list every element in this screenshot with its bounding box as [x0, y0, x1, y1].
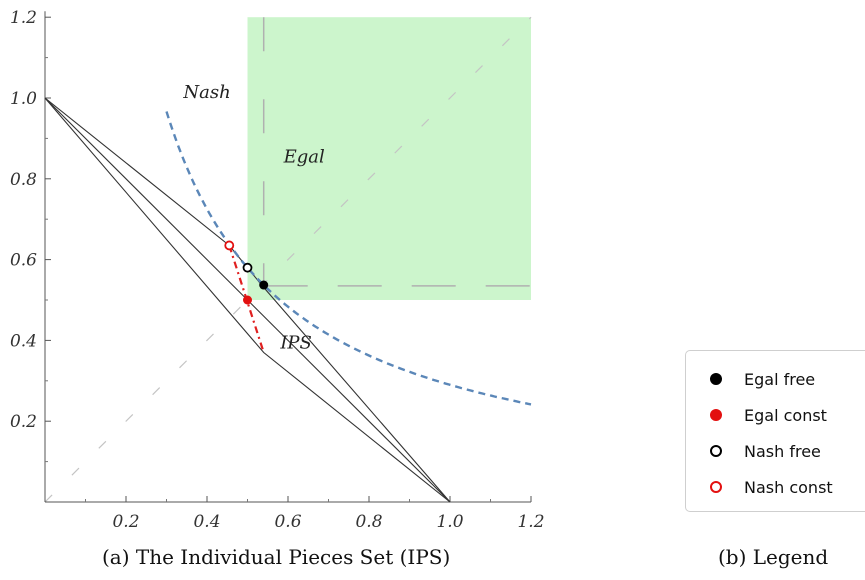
legend-label-egal-free: Egal free	[744, 369, 816, 389]
x-tick-label: 1.2	[517, 512, 544, 530]
legend-marker-nash-free	[710, 445, 722, 457]
caption-b: (b) Legend	[718, 545, 829, 569]
legend-item-nash-free: Nash free	[710, 441, 821, 461]
point-egal-free	[259, 280, 269, 290]
ips-chart: 0.2 0.2 0.4 0.4 0.6 0.6 0.8 0.8 1.0 1.0 1.2 1.2 Nash…	[10, 8, 545, 530]
region-shaded	[247, 17, 531, 300]
legend-item-nash-const: Nash const	[710, 477, 833, 497]
point-egal-const	[243, 295, 252, 305]
x-tick-label: 0.8	[355, 512, 382, 530]
y-tick-label: 0.4	[10, 331, 37, 351]
annotation-egal: Egal	[283, 147, 325, 168]
legend-label-nash-free: Nash free	[744, 441, 821, 461]
y-tick-label: 1.0	[10, 89, 37, 109]
y-tick-label: 0.2	[10, 412, 37, 432]
annotation-ips: IPS	[279, 332, 312, 353]
legend-item-egal-const: Egal const	[710, 405, 827, 425]
point-nash-free	[242, 262, 253, 273]
legend-marker-egal-const	[710, 409, 722, 421]
ips-outline	[44, 97, 451, 503]
x-tick-label: 1.0	[436, 512, 463, 530]
annotation-nash: Nash	[182, 82, 230, 103]
x-tick-label: 0.2	[112, 512, 139, 530]
x-tick-label: 0.4	[193, 512, 220, 530]
diagonal-line	[44, 16, 532, 503]
y-tick-label: 1.2	[10, 8, 37, 28]
legend-marker-nash-const	[710, 481, 722, 493]
legend-item-egal-free: Egal free	[710, 369, 815, 389]
point-nash-const	[224, 240, 235, 251]
legend-marker-egal-free	[710, 373, 722, 385]
x-tick-label: 0.6	[274, 512, 301, 530]
legend: Egal free Egal const Nash free Nash cons…	[685, 350, 865, 512]
caption-a: (a) The Individual Pieces Set (IPS)	[102, 545, 451, 569]
legend-label-nash-const: Nash const	[744, 477, 833, 497]
legend-label-egal-const: Egal const	[744, 405, 827, 425]
y-tick-label: 0.6	[10, 251, 37, 271]
y-tick-label: 0.8	[10, 170, 37, 190]
